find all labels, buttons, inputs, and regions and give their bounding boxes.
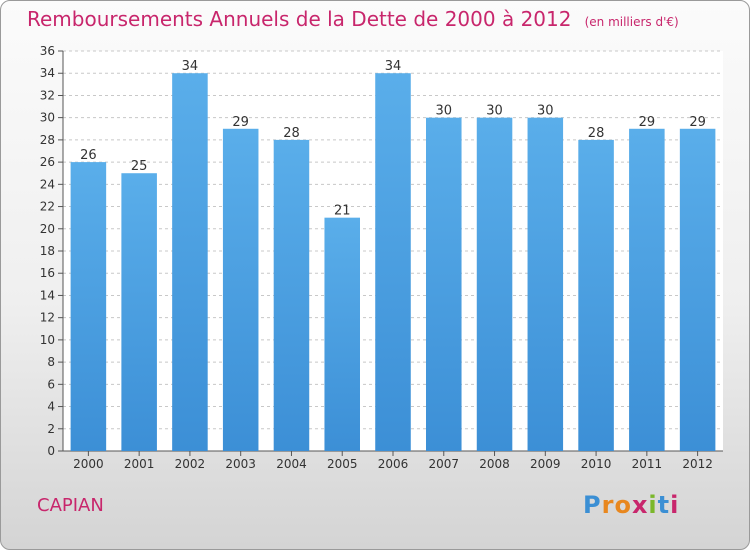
y-tick-label: 22: [40, 200, 55, 214]
bar: [527, 117, 564, 452]
y-tick-label: 32: [40, 88, 55, 102]
x-tick-label: 2003: [225, 457, 256, 471]
x-tick-label: 2001: [124, 457, 155, 471]
bar-value-label: 29: [639, 115, 656, 130]
bar: [172, 73, 208, 451]
bar: [426, 117, 462, 452]
x-tick-label: 2007: [428, 457, 459, 471]
y-tick-label: 6: [47, 377, 55, 391]
bar-value-label: 34: [182, 59, 199, 74]
bar: [273, 139, 310, 451]
bar: [324, 217, 360, 451]
brand-letter: i: [648, 491, 658, 519]
brand-letter: t: [657, 491, 671, 519]
bar-value-label: 30: [537, 104, 554, 119]
y-tick-label: 0: [47, 444, 55, 458]
x-tick-label: 2012: [682, 457, 713, 471]
bar: [578, 139, 614, 451]
brand-logo: Proxiti: [583, 491, 679, 519]
bar-value-label: 30: [486, 104, 503, 119]
x-tick-label: 2002: [175, 457, 206, 471]
y-tick-label: 14: [40, 288, 55, 302]
y-tick-label: 4: [47, 400, 55, 414]
brand-letter: i: [670, 491, 680, 519]
bar: [121, 173, 157, 451]
bar-value-label: 28: [588, 126, 605, 141]
bar-value-label: 29: [689, 115, 706, 130]
bar-value-label: 28: [283, 126, 300, 141]
y-tick-label: 26: [40, 155, 55, 169]
y-tick-label: 16: [40, 266, 55, 280]
bar-value-label: 26: [80, 148, 97, 163]
y-tick-label: 24: [40, 177, 55, 191]
x-tick-label: 2011: [632, 457, 663, 471]
x-tick-label: 2009: [530, 457, 561, 471]
x-tick-label: 2006: [378, 457, 409, 471]
bar: [70, 162, 107, 451]
y-tick-label: 2: [47, 422, 55, 436]
x-tick-label: 2010: [581, 457, 612, 471]
bar-value-label: 30: [435, 104, 452, 119]
bar-value-label: 21: [334, 204, 351, 219]
y-tick-label: 34: [40, 66, 55, 80]
brand-letter: o: [614, 491, 632, 519]
y-tick-label: 28: [40, 133, 55, 147]
bar-value-label: 25: [131, 159, 148, 174]
brand-letter: r: [601, 491, 615, 519]
y-tick-label: 12: [40, 311, 55, 325]
bar: [679, 128, 716, 451]
chart-subtitle: (en milliers d'€): [584, 15, 679, 29]
y-tick-label: 20: [40, 222, 55, 236]
chart-title-row: Remboursements Annuels de la Dette de 20…: [27, 7, 679, 31]
bar-value-label: 34: [385, 59, 402, 74]
x-tick-label: 2005: [327, 457, 358, 471]
brand-letter: P: [583, 491, 602, 519]
x-tick-label: 2000: [73, 457, 104, 471]
y-tick-label: 18: [40, 244, 55, 258]
x-tick-label: 2008: [479, 457, 510, 471]
place-name: CAPIAN: [37, 495, 104, 516]
y-tick-label: 30: [40, 111, 55, 125]
y-tick-label: 10: [40, 333, 55, 347]
bar-value-label: 29: [232, 115, 249, 130]
bar: [629, 128, 665, 451]
brand-letter: x: [631, 491, 649, 519]
bar: [375, 73, 411, 451]
bar: [222, 128, 259, 451]
x-tick-label: 2004: [276, 457, 307, 471]
chart-title: Remboursements Annuels de la Dette de 20…: [27, 7, 572, 31]
y-tick-label: 8: [47, 355, 55, 369]
bar: [476, 117, 513, 452]
y-tick-label: 36: [40, 44, 55, 58]
